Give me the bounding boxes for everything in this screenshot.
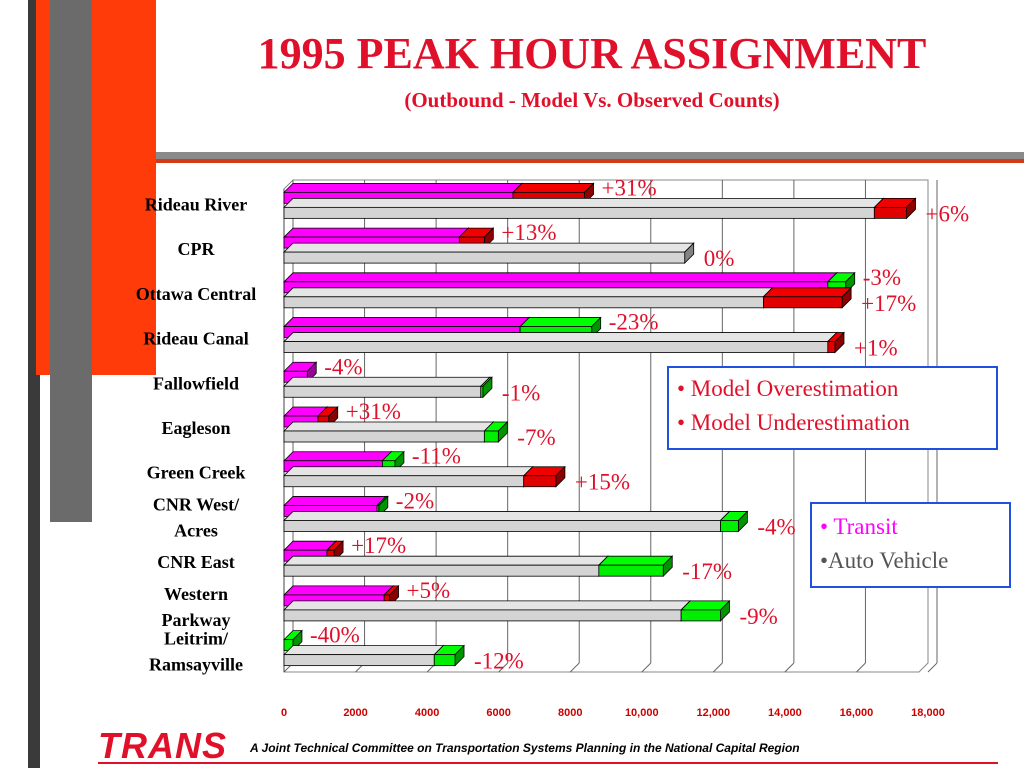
transit-pct-label: -3% — [863, 265, 901, 290]
trans-logo: TRANS — [98, 725, 227, 766]
auto-pct-label: -12% — [474, 649, 524, 674]
category-label: CNR East — [157, 552, 235, 572]
auto-bar — [283, 242, 695, 265]
legend-auto-vehicle: •Auto Vehicle — [820, 548, 949, 573]
category-label: Fallowfield — [153, 373, 239, 393]
auto-bar — [283, 510, 731, 533]
auto-difference-bar — [719, 510, 749, 533]
auto-difference-bar — [680, 599, 731, 622]
auto-bar — [283, 599, 692, 622]
transit-pct-label: -4% — [324, 354, 362, 379]
category-label: CPR — [178, 239, 216, 259]
legend-overestimation: • Model Overestimation — [677, 376, 899, 401]
category-label: Eagleson — [161, 418, 230, 438]
title-divider-grey — [156, 152, 1024, 159]
gridline-floor — [927, 662, 938, 673]
auto-bar — [283, 421, 495, 443]
auto-difference-bar — [762, 286, 853, 309]
x-tick-label: 4000 — [415, 707, 439, 719]
category-label: Leitrim/Ramsayville — [149, 629, 243, 675]
gridline-floor — [569, 662, 580, 673]
gridline-floor — [498, 662, 509, 673]
transit-pct-label: +5% — [407, 578, 451, 603]
gridline-floor — [641, 662, 652, 673]
auto-pct-label: -17% — [682, 559, 732, 584]
auto-difference-bar — [479, 376, 493, 399]
transit-pct-label: -23% — [609, 310, 659, 335]
x-tick-label: 12,000 — [697, 707, 731, 719]
x-tick-label: 16,000 — [840, 707, 874, 719]
x-tick-label: 14,000 — [768, 707, 802, 719]
category-label: Ottawa Central — [136, 284, 256, 304]
auto-pct-label: -7% — [517, 425, 555, 450]
decorative-dark-block — [50, 0, 92, 522]
footer-text: A Joint Technical Committee on Transport… — [250, 741, 800, 755]
transit-pct-label: -2% — [396, 488, 434, 513]
auto-pct-label: -4% — [757, 514, 795, 539]
category-label: Western Parkway — [162, 584, 231, 630]
gridline-floor — [856, 662, 866, 673]
page-subtitle: (Outbound - Model Vs. Observed Counts) — [404, 88, 780, 112]
auto-difference-bar — [597, 555, 674, 578]
x-tick-label: 18,000 — [911, 707, 945, 719]
title-divider-red — [156, 159, 1024, 163]
auto-pct-label: +15% — [575, 470, 630, 495]
auto-pct-label: -1% — [502, 380, 540, 405]
auto-bar — [283, 286, 774, 309]
x-tick-label: 0 — [281, 707, 287, 719]
legend-model-difference: • Model Overestimation • Model Underesti… — [667, 366, 998, 450]
legend-transit: • Transit — [820, 514, 898, 539]
x-tick-label: 10,000 — [625, 707, 659, 719]
auto-pct-label: +1% — [854, 336, 898, 361]
auto-bar — [283, 197, 885, 220]
legend-travel-mode: • Transit •Auto Vehicle — [810, 502, 1011, 588]
page-title: 1995 PEAK HOUR ASSIGNMENT — [257, 29, 927, 78]
auto-difference-bar — [826, 331, 845, 354]
x-tick-label: 8000 — [558, 707, 582, 719]
x-tick-label: 6000 — [486, 707, 510, 719]
auto-difference-bar — [873, 197, 917, 220]
category-label: Green Creek — [147, 463, 246, 483]
legend-underestimation: • Model Underestimation — [677, 410, 910, 435]
transit-pct-label: +31% — [602, 175, 657, 200]
transit-difference-bar — [519, 316, 602, 339]
category-label: Rideau River — [145, 194, 248, 214]
auto-difference-bar — [522, 465, 566, 488]
transit-pct-label: +17% — [351, 533, 406, 558]
x-tick-label: 2000 — [343, 707, 367, 719]
transit-pct-label: -11% — [412, 444, 461, 469]
auto-bar — [283, 644, 445, 667]
auto-pct-label: +6% — [926, 201, 970, 226]
auto-bar — [283, 555, 609, 578]
transit-pct-label: +31% — [346, 399, 401, 424]
auto-pct-label: -9% — [739, 604, 777, 629]
auto-bar — [283, 376, 491, 399]
category-label: CNR West/Acres — [153, 494, 240, 540]
auto-difference-bar — [433, 644, 465, 667]
category-label: Rideau Canal — [143, 329, 249, 349]
auto-pct-label: +17% — [861, 291, 916, 316]
gridline-floor — [712, 662, 723, 673]
auto-bar — [283, 465, 534, 488]
transit-pct-label: +13% — [501, 220, 556, 245]
footer-divider — [98, 762, 998, 764]
auto-bar — [283, 331, 838, 354]
auto-pct-label: 0% — [704, 246, 735, 271]
transit-pct-label: -40% — [310, 623, 360, 648]
auto-difference-bar — [483, 421, 509, 443]
gridline-floor — [784, 662, 795, 673]
